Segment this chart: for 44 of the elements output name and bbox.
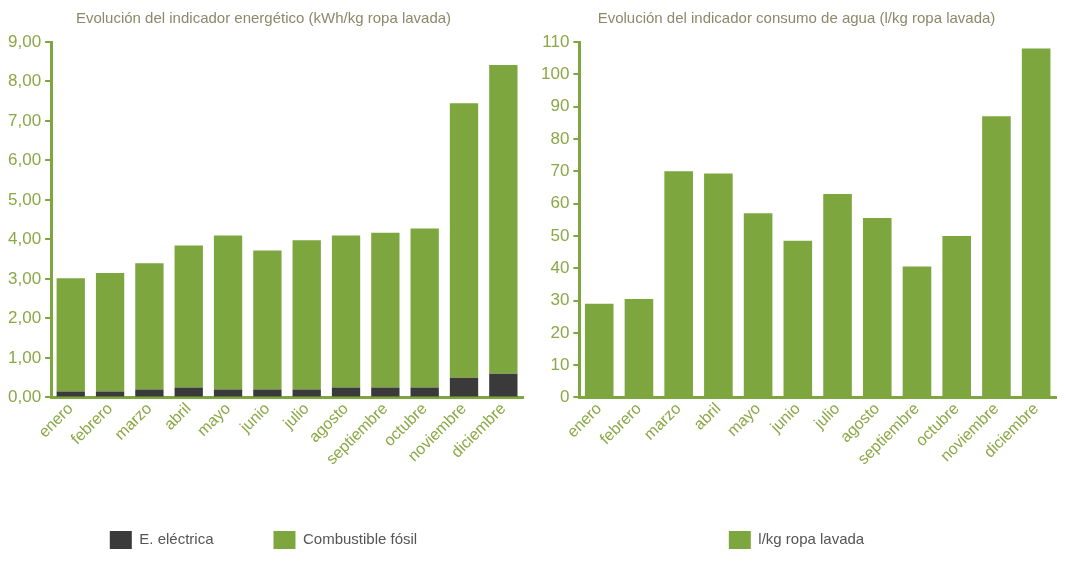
y-tick-label: 0,00 [7,387,42,407]
y-tick-label: 3,00 [7,268,42,288]
y-tick-label: 7,00 [7,110,42,130]
x-tick-label: julio [279,399,313,433]
y-tick-label: 90 [550,96,570,116]
bar [95,273,125,392]
y-tick-label: 0 [559,387,570,407]
y-tick-label: 10 [550,354,570,374]
y-tick-label: 60 [550,193,570,213]
x-tick-label: julio [809,399,843,433]
legend-label: Combustible fósil [302,530,418,548]
bar [489,64,518,374]
bar [56,278,85,392]
legend-label: l/kg ropa lavada [758,530,865,548]
y-tick-label: 4,00 [7,229,42,249]
y-tick-label: 100 [540,64,570,83]
bar [213,235,243,390]
y-tick-label: 6,00 [7,150,42,170]
bar [449,103,479,378]
y-tick-label: 1,00 [7,347,42,367]
y-tick-label: 70 [550,160,570,180]
y-tick-label: 9,00 [7,31,42,51]
bar [253,250,282,390]
y-tick-label: 80 [550,128,570,148]
y-tick-label: 110 [542,31,570,51]
chart-title: Evolución del indicador consumo de agua (l/kg ropa lavada) [597,9,996,27]
y-tick-label: 50 [550,225,570,245]
bar [331,235,361,388]
chart-title: Evolución del indicador energético (kWh/kg ropa lavada) [75,9,452,27]
y-tick-label: 5,00 [7,189,42,209]
bar [292,240,321,390]
y-tick-label: 20 [550,322,570,342]
bar [371,387,400,397]
legend-label: E. eléctrica [139,530,215,548]
bar [174,245,203,388]
y-tick-label: 8,00 [7,71,42,91]
bar [135,263,164,390]
bar [371,232,400,388]
y-tick-label: 2,00 [7,308,42,328]
y-tick-label: 30 [550,290,570,310]
y-tick-label: 40 [550,257,570,277]
bar [449,377,479,397]
bar [410,228,439,388]
bar [489,373,518,397]
